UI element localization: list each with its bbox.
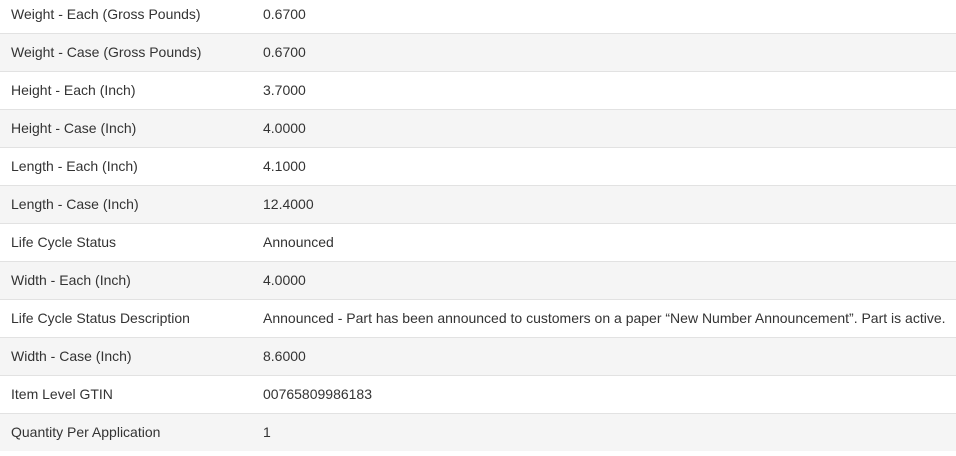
spec-row: Quantity Per Application 1 <box>0 413 956 451</box>
spec-row: Length - Each (Inch) 4.1000 <box>0 147 956 186</box>
spec-label: Height - Case (Inch) <box>0 109 253 148</box>
spec-value: 12.4000 <box>253 185 956 224</box>
spec-label: Width - Each (Inch) <box>0 261 253 300</box>
spec-row: Width - Case (Inch) 8.6000 <box>0 337 956 376</box>
spec-value: 00765809986183 <box>253 375 956 414</box>
spec-row: Height - Case (Inch) 4.0000 <box>0 109 956 148</box>
spec-row: Life Cycle Status Description Announced -… <box>0 299 956 338</box>
spec-value: 8.6000 <box>253 337 956 376</box>
spec-row: Weight - Case (Gross Pounds) 0.6700 <box>0 33 956 72</box>
spec-row: Height - Each (Inch) 3.7000 <box>0 71 956 110</box>
spec-value: 0.6700 <box>253 0 956 34</box>
spec-label: Life Cycle Status <box>0 223 253 262</box>
spec-label: Width - Case (Inch) <box>0 337 253 376</box>
spec-label: Length - Each (Inch) <box>0 147 253 186</box>
spec-label: Item Level GTIN <box>0 375 253 414</box>
spec-label: Weight - Each (Gross Pounds) <box>0 0 253 34</box>
spec-label: Life Cycle Status Description <box>0 299 253 338</box>
spec-label: Weight - Case (Gross Pounds) <box>0 33 253 72</box>
spec-row: Life Cycle Status Announced <box>0 223 956 262</box>
spec-row: Width - Each (Inch) 4.0000 <box>0 261 956 300</box>
spec-value: Announced <box>253 223 956 262</box>
spec-value: 1 <box>253 413 956 451</box>
spec-value: 4.1000 <box>253 147 956 186</box>
spec-value: Announced - Part has been announced to c… <box>253 299 956 338</box>
spec-value: 0.6700 <box>253 33 956 72</box>
spec-row: Weight - Each (Gross Pounds) 0.6700 <box>0 0 956 34</box>
spec-row: Length - Case (Inch) 12.4000 <box>0 185 956 224</box>
spec-value: 4.0000 <box>253 261 956 300</box>
spec-label: Quantity Per Application <box>0 413 253 451</box>
spec-value: 4.0000 <box>253 109 956 148</box>
spec-row: Item Level GTIN 00765809986183 <box>0 375 956 414</box>
spec-label: Length - Case (Inch) <box>0 185 253 224</box>
spec-label: Height - Each (Inch) <box>0 71 253 110</box>
spec-value: 3.7000 <box>253 71 956 110</box>
